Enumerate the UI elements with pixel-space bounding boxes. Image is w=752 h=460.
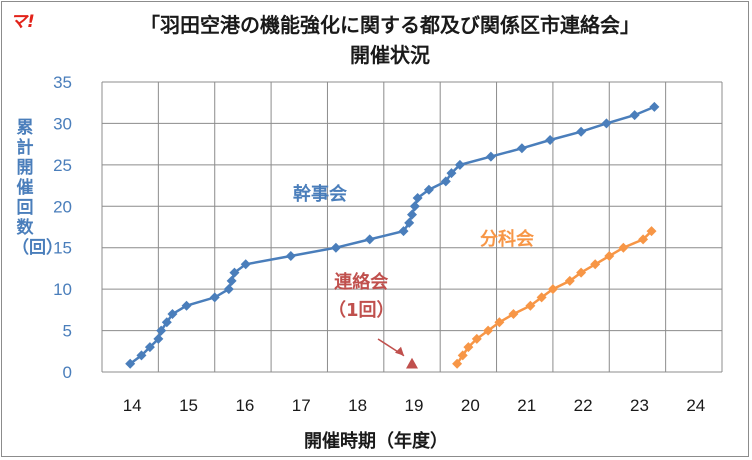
data-point-diamond [576,267,587,278]
annotation-arrowhead [395,346,404,356]
data-point-diamond [457,350,468,361]
data-point-triangle [406,357,418,369]
y-tick-label: 30 [53,114,72,133]
data-point-diamond [471,333,482,344]
data-point-diamond [446,168,457,179]
y-tick-label: 5 [63,322,72,341]
series-label-renraku: 連絡会 （1回） [328,269,395,325]
chart-title: 「羽田空港の機能強化に関する都及び関係区市連絡会」 開催状況 [40,10,740,70]
data-point-diamond [181,300,192,311]
data-point-diamond [483,325,494,336]
data-point-diamond [629,110,640,121]
data-point-diamond [618,242,629,253]
data-point-diamond [576,126,587,137]
x-tick-label: 21 [517,396,536,415]
x-tick-label: 24 [686,396,705,415]
series-line [129,105,655,365]
x-tick-label: 22 [574,396,593,415]
data-point-diamond [144,342,155,353]
data-point-diamond [508,309,519,319]
data-point-diamond [638,234,649,245]
data-point-diamond [564,275,575,286]
data-point-diamond [601,118,612,129]
data-point-diamond [136,350,147,361]
data-point-diamond [364,234,375,245]
y-tick-label: 20 [53,197,72,216]
data-point-diamond [161,317,172,328]
data-point-diamond [167,309,178,319]
series-layer [125,101,660,369]
data-point-diamond [407,209,417,220]
data-point-diamond [330,242,341,253]
x-axis-label: 開催時期（年度） [304,431,448,452]
data-point-diamond [125,358,136,369]
data-point-diamond [423,184,434,195]
x-tick-label: 19 [405,396,424,415]
x-tick-label: 18 [348,396,367,415]
data-point-diamond [547,284,558,295]
y-tick-label: 15 [53,239,72,258]
tick-labels: 0 5 10 15 20 25 30 35 14 15 16 17 18 19 20 21 22 23 24 [53,73,705,415]
renraku-count: （1回） [328,300,395,321]
data-point-diamond [649,101,660,112]
x-tick-label: 20 [461,396,480,415]
data-point-diamond [525,300,536,311]
y-axis-label: 累計開催回数（回） [12,118,63,258]
x-tick-label: 16 [235,396,254,415]
data-point-diamond [516,143,527,154]
data-point-diamond [452,358,463,369]
data-point-diamond [440,176,451,187]
chart-title-line2: 開催状況 [350,43,430,67]
data-point-diamond [209,292,220,303]
data-point-diamond [485,151,496,162]
data-point-diamond [454,159,465,170]
data-point-diamond [223,284,234,295]
y-tick-label: 25 [53,156,72,175]
data-point-diamond [240,259,251,270]
logo-mark: マ! [10,12,35,32]
data-point-diamond [398,226,409,237]
series-1 [452,226,657,369]
x-tick-label: 23 [630,396,649,415]
data-point-diamond [412,193,423,203]
data-point-diamond [646,226,657,237]
data-point-diamond [536,292,547,303]
data-point-diamond [226,275,237,286]
data-point-diamond [494,317,505,328]
y-tick-label: 10 [53,280,72,299]
y-tick-label: 35 [53,73,72,92]
x-tick-label: 15 [179,396,198,415]
data-point-diamond [590,259,601,270]
x-tick-label: 14 [123,396,142,415]
data-point-diamond [153,333,164,344]
data-point-diamond [156,325,167,336]
chart-title-line1: 「羽田空港の機能強化に関する都及び関係区市連絡会」 [140,13,640,37]
grid-lines [101,81,723,373]
series-label-bunka: 分科会 [480,229,534,250]
data-point-diamond [229,267,240,278]
data-point-diamond [604,251,615,261]
data-point-diamond [409,201,420,212]
series-0 [125,101,660,369]
series-label-kanji: 幹事会 [293,184,347,205]
y-tick-label: 0 [63,363,72,382]
data-point-diamond [463,342,474,353]
series-2 [406,357,418,369]
data-point-diamond [545,135,556,145]
data-point-diamond [285,251,296,261]
renraku-name: 連絡会 [334,272,389,293]
data-point-diamond [404,217,415,228]
x-tick-label: 17 [292,396,311,415]
